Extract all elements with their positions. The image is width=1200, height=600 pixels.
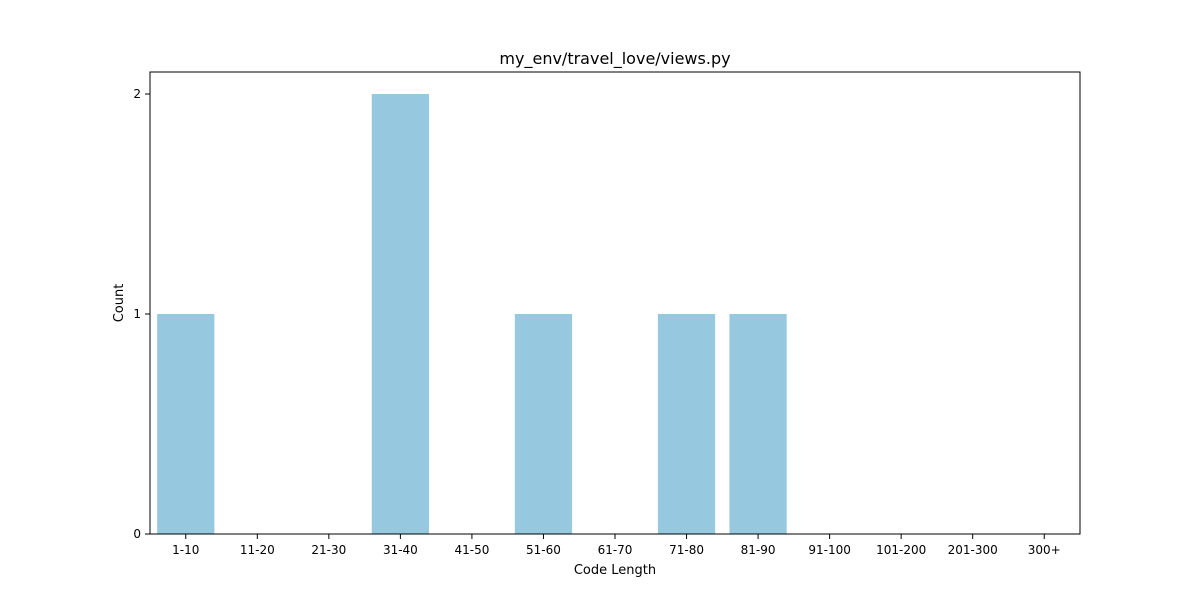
x-axis-ticks: 1-10 11-20 21-30 31-40 41-50 51-60 61-70 71-80 8… <box>172 534 1061 557</box>
x-tick-label: 21-30 <box>311 543 346 557</box>
x-tick-label: 41-50 <box>454 543 489 557</box>
y-tick-label: 0 <box>133 527 141 541</box>
bar-51-60 <box>514 314 573 534</box>
bar-81-90 <box>729 314 787 534</box>
y-axis-ticks: 0 1 2 <box>133 87 150 541</box>
y-tick-label: 2 <box>133 87 141 101</box>
chart-title: my_env/travel_love/views.py <box>499 49 730 69</box>
x-tick-label: 31-40 <box>383 543 418 557</box>
bar-71-80 <box>657 314 716 534</box>
bar-1-10 <box>157 314 215 534</box>
x-tick-label: 101-200 <box>876 543 926 557</box>
y-axis-label: Count <box>112 284 127 323</box>
bars-group <box>157 94 787 534</box>
x-axis-label: Code Length <box>574 563 656 578</box>
x-tick-label: 11-20 <box>240 543 275 557</box>
x-tick-label: 91-100 <box>808 543 851 557</box>
x-tick-label: 201-300 <box>948 543 998 557</box>
x-tick-label: 51-60 <box>526 543 561 557</box>
x-tick-label: 61-70 <box>598 543 633 557</box>
x-tick-label: 71-80 <box>669 543 704 557</box>
y-tick-label: 1 <box>133 307 141 321</box>
plot-frame <box>149 71 1081 535</box>
bar-31-40 <box>371 94 429 534</box>
x-tick-label: 81-90 <box>741 543 776 557</box>
x-tick-label: 300+ <box>1028 543 1061 557</box>
x-tick-label: 1-10 <box>172 543 199 557</box>
